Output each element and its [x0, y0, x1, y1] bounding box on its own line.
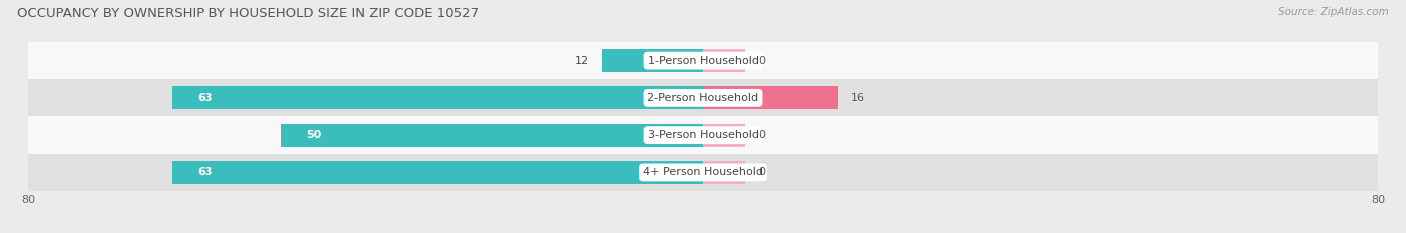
- Text: 63: 63: [197, 93, 212, 103]
- Bar: [28, 79, 1378, 116]
- Bar: [281, 123, 703, 147]
- Text: Source: ZipAtlas.com: Source: ZipAtlas.com: [1278, 7, 1389, 17]
- Bar: [703, 49, 745, 72]
- Text: 12: 12: [575, 56, 589, 65]
- Text: 2-Person Household: 2-Person Household: [647, 93, 759, 103]
- Text: 4+ Person Household: 4+ Person Household: [643, 168, 763, 177]
- Bar: [28, 42, 1378, 79]
- Bar: [703, 161, 745, 184]
- Text: 50: 50: [307, 130, 322, 140]
- Bar: [602, 49, 703, 72]
- Bar: [28, 154, 1378, 191]
- Text: 63: 63: [197, 168, 212, 177]
- Text: 1-Person Household: 1-Person Household: [648, 56, 758, 65]
- Bar: [28, 116, 1378, 154]
- Bar: [172, 86, 703, 110]
- Bar: [172, 161, 703, 184]
- Text: 0: 0: [758, 130, 765, 140]
- Text: 0: 0: [758, 56, 765, 65]
- Bar: [703, 86, 838, 110]
- Text: 16: 16: [851, 93, 865, 103]
- Text: 0: 0: [758, 168, 765, 177]
- Text: 3-Person Household: 3-Person Household: [648, 130, 758, 140]
- Bar: [703, 123, 745, 147]
- Text: OCCUPANCY BY OWNERSHIP BY HOUSEHOLD SIZE IN ZIP CODE 10527: OCCUPANCY BY OWNERSHIP BY HOUSEHOLD SIZE…: [17, 7, 479, 20]
